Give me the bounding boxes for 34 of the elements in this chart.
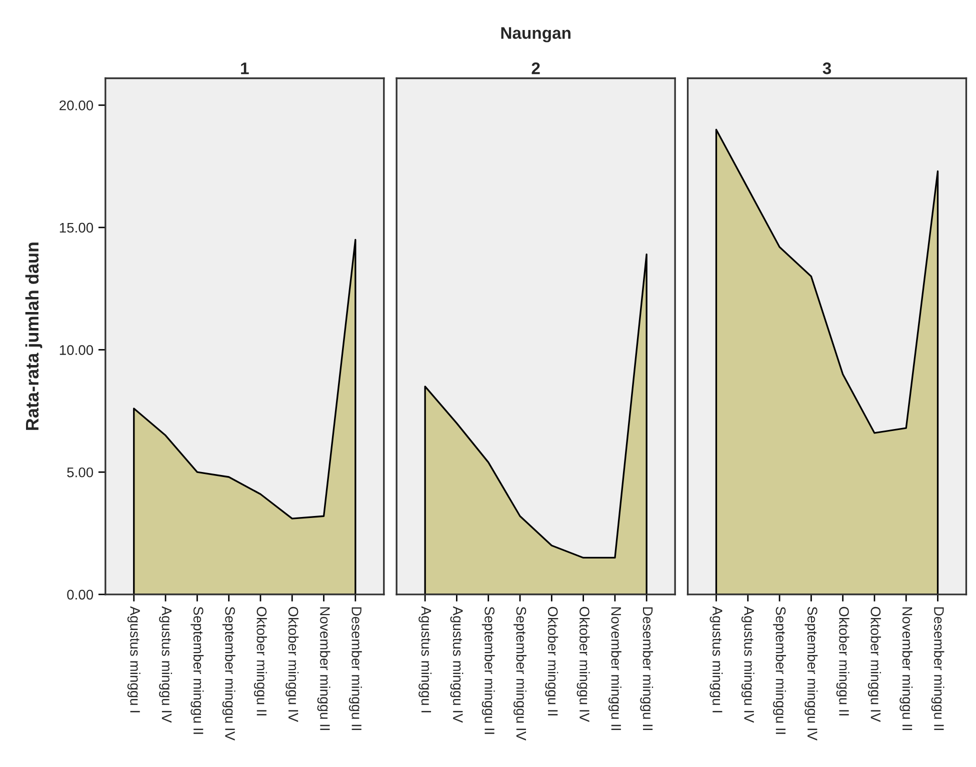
chart-title: 2 (532, 62, 540, 74)
x-tick-label: Oktober minggu II (836, 606, 850, 716)
x-tick-label: September minggu IV (804, 606, 818, 740)
x-tick-label: November minggu II (900, 607, 913, 730)
x-tick-label: September minggu II (482, 606, 495, 734)
x-tick-label: September minggu IV (514, 606, 526, 740)
x-tick-label: Agustus minggu IV (159, 606, 172, 723)
chart-title: 3 (822, 62, 832, 74)
x-tick-label: Agustus minggu I (127, 606, 140, 712)
x-tick-label: Oktober minggu IV (576, 606, 590, 722)
x-tick-label: Oktober minggu II (545, 606, 558, 716)
x-tick-label: Oktober minggu II (254, 606, 267, 716)
y-tick-label: 5.00 (67, 467, 94, 478)
y-tick-label: 15.00 (60, 222, 94, 233)
y-tick-label: 0.00 (67, 590, 94, 600)
chart-title: 1 (241, 62, 249, 74)
y-tick-label: 20.00 (60, 100, 94, 110)
x-tick-label: Agustus minggu IV (741, 606, 754, 723)
x-tick-label: Agustus minggu IV (450, 606, 464, 723)
x-tick-label: Desember minggu II (931, 607, 944, 730)
x-tick-label: November minggu II (608, 607, 622, 730)
y-tick-label: 10.00 (60, 345, 94, 355)
x-tick-label: Agustus minggu I (418, 606, 432, 712)
x-tick-label: September minggu II (190, 606, 204, 734)
y-axis-title: Rata-rata jumlah daun (25, 242, 42, 430)
x-tick-label: September minggu II (773, 606, 786, 734)
x-tick-label: September minggu IV (222, 606, 236, 740)
x-tick-label: Desember minggu II (640, 607, 654, 730)
x-tick-label: Oktober minggu IV (868, 606, 881, 722)
x-tick-label: November minggu II (317, 607, 330, 730)
x-tick-label: Oktober minggu IV (286, 606, 299, 722)
text: Naungan (501, 27, 570, 42)
x-tick-label: Desember minggu II (348, 607, 362, 730)
x-tick-label: Agustus minggu I (710, 606, 723, 712)
